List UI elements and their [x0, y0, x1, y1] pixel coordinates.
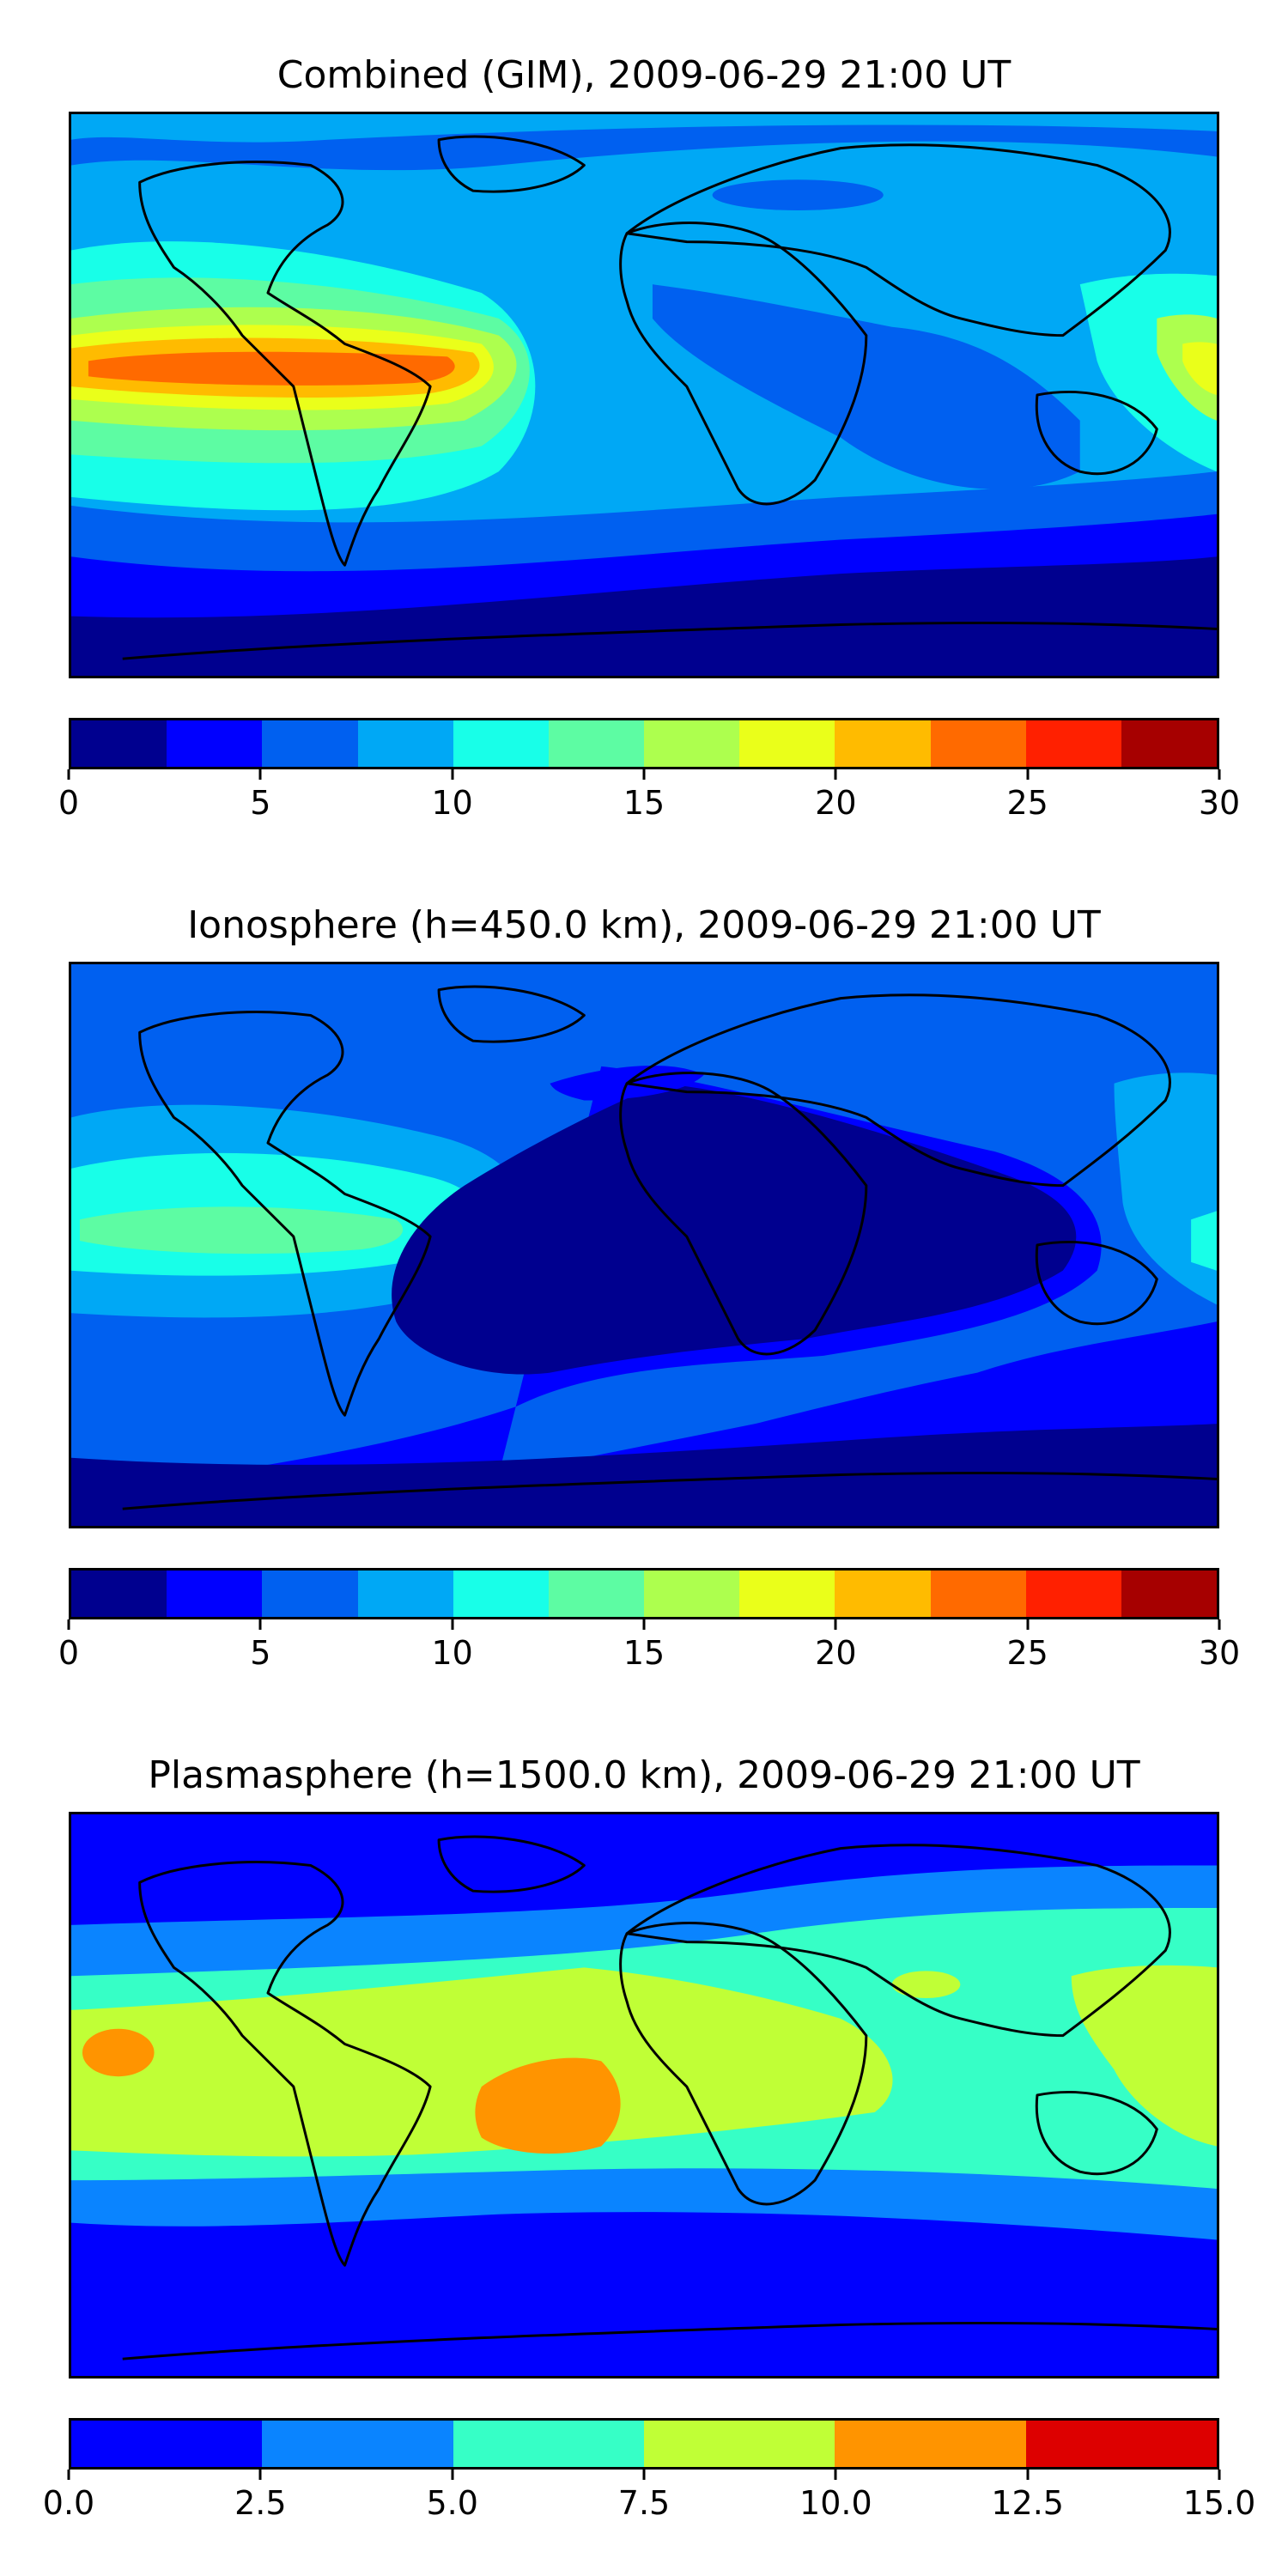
colorbar-tick [451, 2470, 454, 2480]
colorbar-tick [1218, 2470, 1221, 2480]
colorbar-segment [453, 1571, 549, 1617]
ionosphere-title: Ionosphere (h=450.0 km), 2009-06-29 21:0… [187, 903, 1101, 947]
colorbar-segment [1025, 1571, 1121, 1617]
colorbar-tick [642, 769, 646, 780]
ionosphere-contours [71, 964, 1217, 1526]
combined-colorbar [69, 718, 1219, 769]
plasmasphere-coastlines [122, 1835, 1217, 2360]
combined-contours [71, 114, 1217, 676]
colorbar-segment [167, 1571, 263, 1617]
colorbar-segment [357, 720, 453, 767]
colorbar-segment [739, 720, 835, 767]
colorbar-tick [1026, 2470, 1030, 2480]
colorbar-tick [451, 769, 454, 780]
colorbar-tick [258, 1619, 262, 1630]
colorbar-segment [739, 1571, 835, 1617]
colorbar-tick-label: 10 [431, 784, 473, 822]
colorbar-tick [451, 1619, 454, 1630]
colorbar-segment [71, 2421, 263, 2467]
plasmasphere-colorbar-ticks: 0.0 2.5 5.0 7.5 10.0 12.5 15.0 [43, 2470, 1255, 2530]
colorbar-segment [835, 1571, 931, 1617]
colorbar-tick-label: 0 [58, 1634, 80, 1672]
colorbar-segment [1025, 2421, 1217, 2467]
colorbar-segment [71, 1571, 167, 1617]
colorbar-tick-label: 12.5 [991, 2484, 1064, 2522]
colorbar-tick [258, 769, 262, 780]
colorbar-tick-label: 25 [1006, 1634, 1048, 1672]
combined-title: Combined (GIM), 2009-06-29 21:00 UT [276, 53, 1012, 97]
colorbar-tick-label: 5 [250, 784, 271, 822]
combined-map [69, 112, 1219, 678]
colorbar-tick-label: 30 [1198, 784, 1241, 822]
colorbar-tick [642, 1619, 646, 1630]
colorbar-segment [644, 1571, 740, 1617]
plasmasphere-contours [71, 1814, 1217, 2376]
colorbar-tick-label: 5.0 [426, 2484, 478, 2522]
colorbar-tick-label: 0 [58, 784, 80, 822]
colorbar-segment [835, 2421, 1026, 2467]
colorbar-segment [453, 2421, 644, 2467]
colorbar-segment [548, 720, 645, 767]
colorbar-tick-label: 30 [1198, 1634, 1241, 1672]
colorbar-tick-label: 10 [431, 1634, 473, 1672]
colorbar-segment [71, 720, 167, 767]
colorbar-segment [930, 720, 1026, 767]
colorbar-tick-label: 7.5 [617, 2484, 671, 2522]
colorbar-tick [834, 2470, 837, 2480]
colorbar-segment [835, 720, 931, 767]
colorbar-tick [1218, 1619, 1221, 1630]
colorbar-segment [1121, 1571, 1218, 1617]
colorbar-segment [357, 1571, 453, 1617]
colorbar-segment [644, 720, 740, 767]
colorbar-segment [262, 2421, 453, 2467]
colorbar-tick [834, 1619, 837, 1630]
colorbar-tick-label: 25 [1006, 784, 1048, 822]
colorbar-tick-label: 15 [623, 1634, 665, 1672]
colorbar-tick [834, 769, 837, 780]
colorbar-tick-label: 10.0 [799, 2484, 872, 2522]
colorbar-tick-label: 15 [623, 784, 665, 822]
colorbar-tick-label: 20 [815, 784, 857, 822]
colorbar-segment [1025, 720, 1121, 767]
colorbar-tick [67, 1619, 70, 1630]
colorbar-tick [1026, 769, 1030, 780]
colorbar-segment [453, 720, 549, 767]
combined-coastlines [122, 135, 1217, 660]
ionosphere-colorbar [69, 1568, 1219, 1619]
colorbar-tick [1026, 1619, 1030, 1630]
colorbar-tick-label: 15.0 [1182, 2484, 1256, 2522]
colorbar-tick [67, 2470, 70, 2480]
colorbar-segment [1121, 720, 1218, 767]
ionosphere-colorbar-ticks: 0 5 10 15 20 25 30 [58, 1619, 1240, 1680]
plasmasphere-colorbar [69, 2418, 1219, 2470]
colorbar-segment [167, 720, 263, 767]
colorbar-segment [548, 1571, 645, 1617]
colorbar-tick-label: 2.5 [234, 2484, 287, 2522]
combined-colorbar-ticks: 0 5 10 15 20 25 30 [58, 769, 1240, 829]
colorbar-tick-label: 0.0 [42, 2484, 95, 2522]
ionosphere-coastlines [122, 985, 1217, 1510]
colorbar-segment [262, 1571, 358, 1617]
colorbar-tick-label: 5 [250, 1634, 271, 1672]
plasmasphere-title: Plasmasphere (h=1500.0 km), 2009-06-29 2… [148, 1753, 1140, 1797]
colorbar-segment [643, 2421, 835, 2467]
colorbar-segment [262, 720, 358, 767]
colorbar-tick [1218, 769, 1221, 780]
colorbar-tick [258, 2470, 262, 2480]
colorbar-segment [930, 1571, 1026, 1617]
colorbar-tick [642, 2470, 646, 2480]
ionosphere-map [69, 962, 1219, 1528]
plasmasphere-map [69, 1812, 1219, 2379]
colorbar-tick-label: 20 [815, 1634, 857, 1672]
colorbar-tick [67, 769, 70, 780]
